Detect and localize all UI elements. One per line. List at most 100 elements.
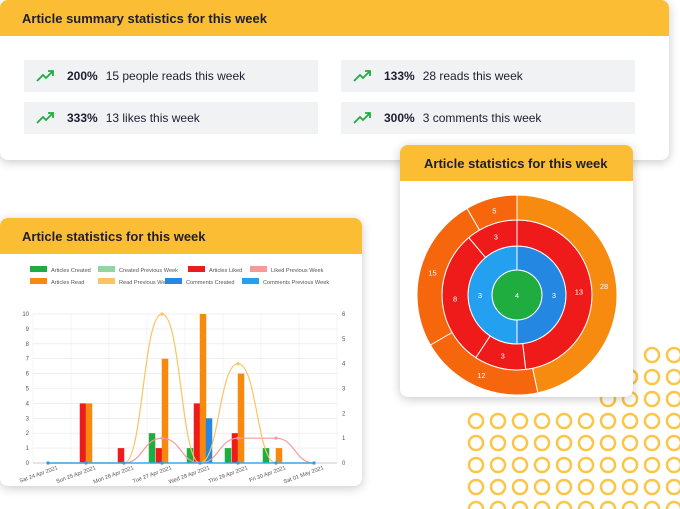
stat-label: 3 comments this week [422,111,542,125]
decorative-dot [665,478,680,496]
legend-swatch [242,278,259,284]
bar[interactable] [231,433,239,463]
decorative-dot [665,500,680,509]
decorative-dot [621,434,639,452]
bar[interactable] [275,448,283,463]
line-point[interactable] [236,362,240,366]
line-point[interactable] [84,461,88,465]
stat-percent: 200% [67,69,98,83]
x-tick-label: Wed 28 Apr 2021 [168,465,211,485]
bar[interactable] [193,403,201,463]
legend-label: Read Previous Week [119,280,172,286]
segment-label: 12 [477,371,485,380]
decorative-dot [577,434,595,452]
decorative-dot [599,434,617,452]
legend-label: Created Previous Week [119,268,178,274]
legend-item[interactable]: Created Previous Week [98,266,178,274]
bar[interactable] [148,433,156,463]
decorative-dot [643,434,661,452]
y-left-tick: 7 [26,357,30,363]
segment-label: 5 [492,206,496,215]
line-point[interactable] [160,461,164,465]
legend-item[interactable]: Comments Created [165,278,235,286]
stat-comments: 300% 3 comments this week [341,102,635,134]
bar[interactable] [85,403,93,463]
bar[interactable] [79,403,87,463]
line-point[interactable] [274,436,278,440]
y-right-tick: 4 [342,362,346,368]
legend-swatch [250,266,267,272]
stat-label: 28 reads this week [422,69,523,83]
line-point[interactable] [236,436,240,440]
segment-label: 3 [494,233,498,242]
decorative-dot [665,368,680,386]
decorative-dot [467,500,485,509]
legend-item[interactable]: Comments Previous Week [242,278,329,286]
segment-label: 13 [575,287,583,296]
legend-label: Liked Previous Week [271,268,324,274]
decorative-dot [577,456,595,474]
x-tick-label: Sun 25 Apr 2021 [55,465,96,485]
y-left-tick: 1 [26,446,30,452]
decorative-dot [489,434,507,452]
y-left-tick: 2 [26,431,30,437]
legend-label: Articles Created [51,268,91,274]
segment-label: 8 [453,295,457,304]
decorative-dot [533,412,551,430]
legend-label: Comments Previous Week [263,280,329,286]
segment-label: 3 [478,291,482,300]
bar-chart-title: Article statistics for this week [0,218,362,254]
legend-label: Articles Read [51,280,84,286]
legend-label: Articles Liked [209,268,242,274]
segment-label: 3 [552,291,556,300]
decorative-dot [511,434,529,452]
decorative-dot [643,346,661,364]
bar[interactable] [224,448,232,463]
bar[interactable] [117,448,125,463]
bar[interactable] [186,448,194,463]
legend-swatch [98,278,115,284]
legend-item[interactable]: Articles Created [30,266,91,274]
legend-item[interactable]: Articles Liked [188,266,242,274]
line-point[interactable] [236,461,240,465]
x-tick-label: Mon 26 Apr 2021 [93,465,135,485]
line-point[interactable] [160,436,164,440]
decorative-dot [489,500,507,509]
decorative-dot [577,500,595,509]
line-point[interactable] [274,461,278,465]
legend-swatch [30,266,47,272]
decorative-dot [643,412,661,430]
bar[interactable] [161,358,169,463]
line-point[interactable] [46,461,50,465]
legend-item[interactable]: Read Previous Week [98,278,172,286]
line-point[interactable] [312,461,316,465]
decorative-dot [665,434,680,452]
line-point[interactable] [198,461,202,465]
legend-swatch [165,278,182,284]
legend-swatch [98,266,115,272]
sunburst-segment[interactable] [466,194,518,231]
y-right-tick: 5 [342,337,346,343]
legend-item[interactable]: Liked Previous Week [250,266,324,274]
decorative-dot [577,478,595,496]
sunburst-segment[interactable] [516,194,618,394]
line-point[interactable] [122,461,126,465]
legend-item[interactable]: Articles Read [30,278,84,286]
bar[interactable] [237,373,245,463]
decorative-dot [511,500,529,509]
bar[interactable] [262,448,270,463]
decorative-dot [555,434,573,452]
bar[interactable] [199,314,207,463]
stat-percent: 333% [67,111,98,125]
sunburst-title: Article statistics for this week [400,145,633,181]
bar-chart-card: Article statistics for this week Article… [0,218,362,486]
decorative-dot [621,500,639,509]
x-tick-label: Fri 30 Apr 2021 [249,465,287,484]
bar[interactable] [205,418,213,463]
x-tick-label: Sat 01 May 2021 [283,465,325,485]
decorative-dot [489,456,507,474]
line-point[interactable] [160,312,164,316]
decorative-dot [467,434,485,452]
bar[interactable] [155,448,163,463]
decorative-dot [533,434,551,452]
